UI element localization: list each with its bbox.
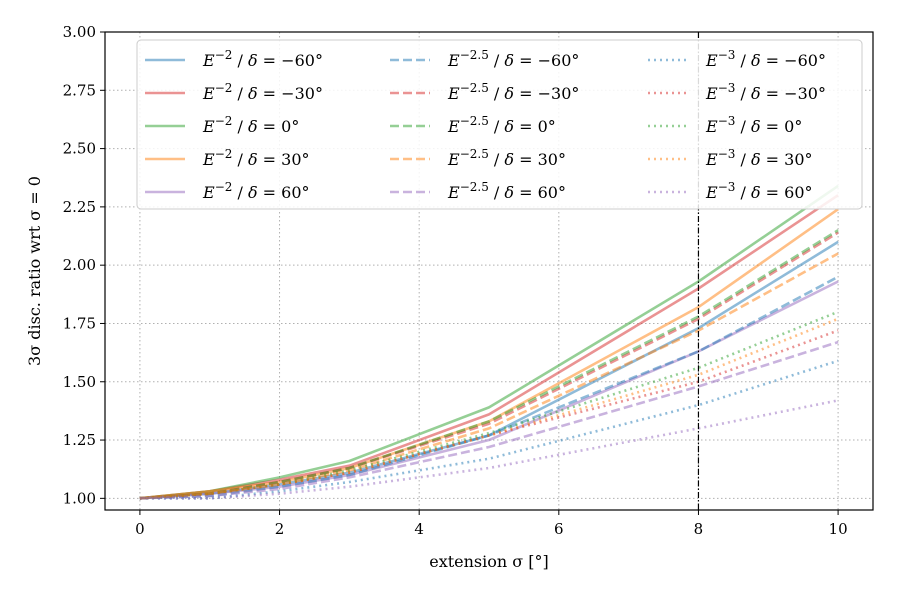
y-tick-label: 1.75 [63, 314, 96, 332]
series-line [139, 340, 839, 500]
legend-entry: E−3 / δ = 60° [705, 180, 813, 202]
legend: E−2 / δ = −60° E−2 / δ = −30° E−2 / δ = 0°… [136, 39, 863, 210]
legend-entry: E−2 / δ = −30° [202, 81, 323, 103]
x-tick-label: 10 [829, 520, 848, 538]
legend-entry: E−3 / δ = 0° [705, 114, 802, 136]
legend-entry: E−3 / δ = −60° [705, 48, 826, 70]
x-axis-label: extension σ [°] [429, 552, 549, 571]
x-tick-label: 2 [275, 520, 285, 538]
series-line [139, 240, 839, 500]
legend-entry: E−2 / δ = 60° [202, 180, 310, 202]
x-axis: 0 2 4 6 8 10 [135, 510, 848, 538]
series-line [139, 229, 839, 500]
x-tick-label: 0 [135, 520, 145, 538]
legend-entry: E−2.5 / δ = −60° [447, 48, 579, 70]
y-tick-label: 2.25 [63, 198, 96, 216]
legend-entry: E−2.5 / δ = 30° [447, 147, 566, 169]
series-line [139, 310, 839, 500]
x-tick-label: 6 [554, 520, 564, 538]
y-tick-label: 1.25 [63, 431, 96, 449]
legend-entry: E−2.5 / δ = 60° [447, 180, 566, 202]
legend-entry: E−2.5 / δ = −30° [447, 81, 579, 103]
legend-entry: E−3 / δ = −30° [705, 81, 826, 103]
series-line [139, 359, 839, 500]
x-tick-label: 4 [414, 520, 424, 538]
legend-entry: E−2 / δ = −60° [202, 48, 323, 70]
y-tick-label: 3.00 [63, 23, 96, 41]
y-tick-label: 2.00 [63, 256, 96, 274]
plot-frame [104, 31, 874, 511]
legend-entry: E−3 / δ = 30° [705, 147, 813, 169]
series-line [139, 317, 839, 500]
y-axis-label: 3σ disc. ratio wrt σ = 0 [25, 176, 44, 366]
series-line [139, 280, 839, 500]
legend-entry: E−2.5 / δ = 0° [447, 114, 556, 136]
series-line [139, 194, 839, 500]
y-tick-label: 2.50 [63, 140, 96, 158]
y-tick-label: 2.75 [63, 81, 96, 99]
legend-entry: E−2 / δ = 0° [202, 114, 299, 136]
legend-entry: E−2 / δ = 30° [202, 147, 310, 169]
series-layer [139, 184, 839, 500]
x-tick-label: 8 [694, 520, 704, 538]
legend-box [136, 39, 863, 210]
y-tick-label: 1.00 [63, 489, 96, 507]
series-line [139, 252, 839, 500]
y-axis: 1.00 1.25 1.50 1.75 2.00 2.25 2.50 2.75 3.00 [63, 23, 105, 507]
y-tick-label: 1.50 [63, 373, 96, 391]
series-line [139, 231, 839, 500]
series-line [139, 184, 839, 500]
